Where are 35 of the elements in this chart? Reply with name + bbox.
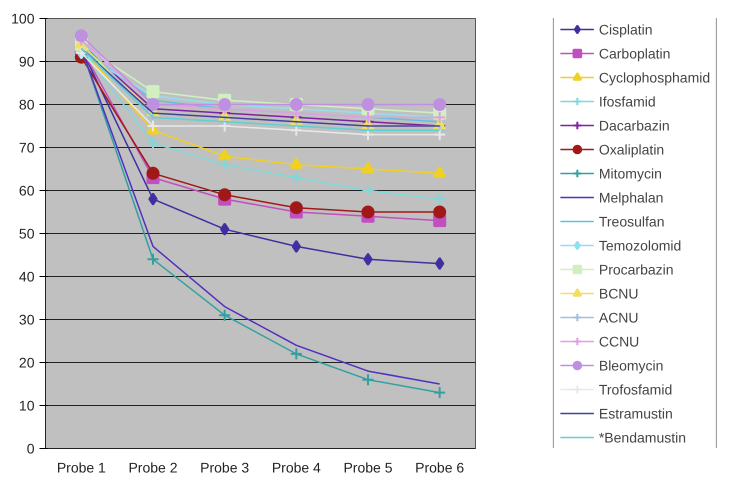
legend-label: Melphalan — [598, 188, 664, 206]
y-tick-label: 70 — [18, 140, 35, 156]
y-tick-label: 30 — [18, 312, 35, 328]
x-tick-label: Probe 6 — [415, 460, 464, 476]
y-tick-label: 40 — [18, 268, 35, 284]
legend-label: *Bendamustin — [598, 428, 686, 446]
legend-label: Temozolomid — [598, 236, 682, 254]
legend-label: Estramustin — [598, 404, 673, 422]
legend-label: Dacarbazin — [598, 116, 670, 134]
y-tick-label: 60 — [18, 182, 35, 198]
legend-label: Cyclophosphamid — [598, 68, 710, 86]
legend-label: Bleomycin — [598, 356, 664, 374]
legend-label: Carboplatin — [598, 44, 670, 62]
legend-label: Oxaliplatin — [598, 140, 664, 158]
x-tick-label: Probe 5 — [343, 460, 393, 476]
x-tick-label: Probe 2 — [128, 460, 178, 476]
x-tick-label: Probe 4 — [272, 460, 322, 476]
legend-label: Procarbazin — [598, 260, 674, 278]
legend-label: BCNU — [598, 284, 639, 302]
y-tick-label: 20 — [18, 354, 35, 370]
y-tick-label: 10 — [18, 398, 35, 414]
y-tick-label: 100 — [11, 10, 35, 26]
legend-label: CCNU — [598, 332, 640, 350]
legend-label: Cisplatin — [598, 20, 653, 38]
legend-label: ACNU — [598, 308, 639, 326]
y-tick-label: 80 — [18, 96, 35, 112]
y-tick-label: 90 — [18, 54, 35, 70]
y-tick-label: 0 — [26, 440, 35, 456]
legend-label: Treosulfan — [598, 212, 664, 230]
legend-label: Ifosfamid — [598, 92, 656, 110]
x-tick-label: Probe 1 — [56, 460, 106, 476]
x-tick-label: Probe 3 — [200, 460, 250, 476]
legend-label: Mitomycin — [598, 164, 662, 182]
legend-label: Trofosfamid — [598, 380, 672, 398]
y-tick-label: 50 — [18, 226, 35, 242]
